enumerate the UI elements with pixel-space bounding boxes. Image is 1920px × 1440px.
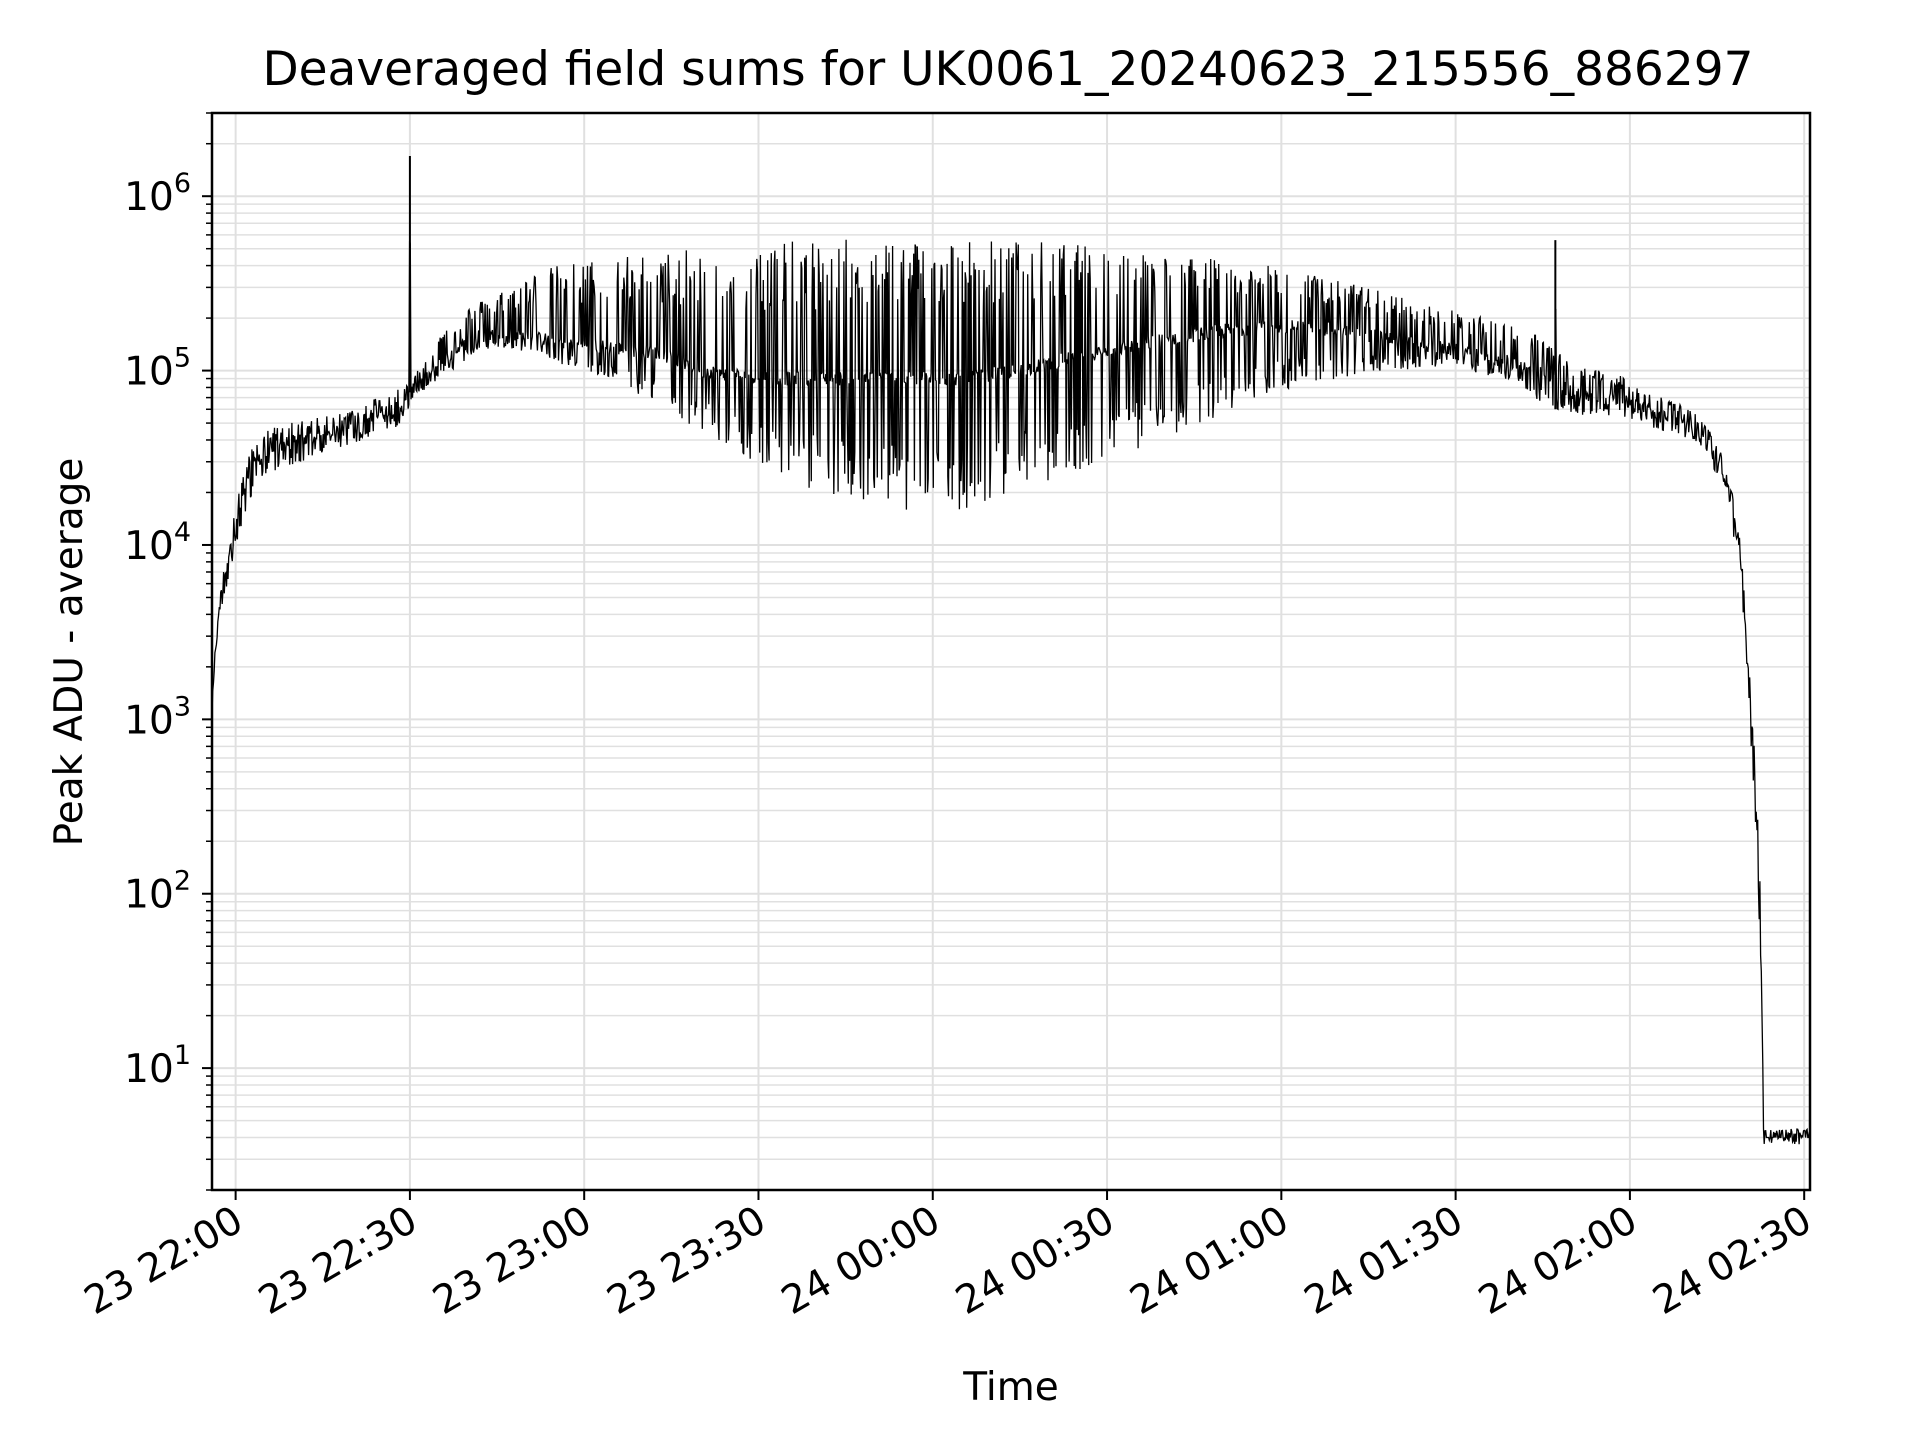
series-line <box>211 239 1811 1145</box>
y-tick-label: 106 <box>124 168 191 220</box>
y-tick-label: 104 <box>124 517 191 569</box>
y-axis-label: Peak ADU - average <box>47 458 92 847</box>
x-axis-label: Time <box>962 1365 1058 1410</box>
chart-title: Deaveraged field sums for UK0061_2024062… <box>262 42 1753 97</box>
y-tick-label: 103 <box>124 691 191 743</box>
plot-area-frame <box>210 111 1812 1192</box>
y-tick-label: 105 <box>124 343 191 395</box>
data-layer <box>211 156 1811 1145</box>
y-tick-label: 102 <box>124 866 191 918</box>
y-tick-label: 101 <box>124 1040 191 1092</box>
